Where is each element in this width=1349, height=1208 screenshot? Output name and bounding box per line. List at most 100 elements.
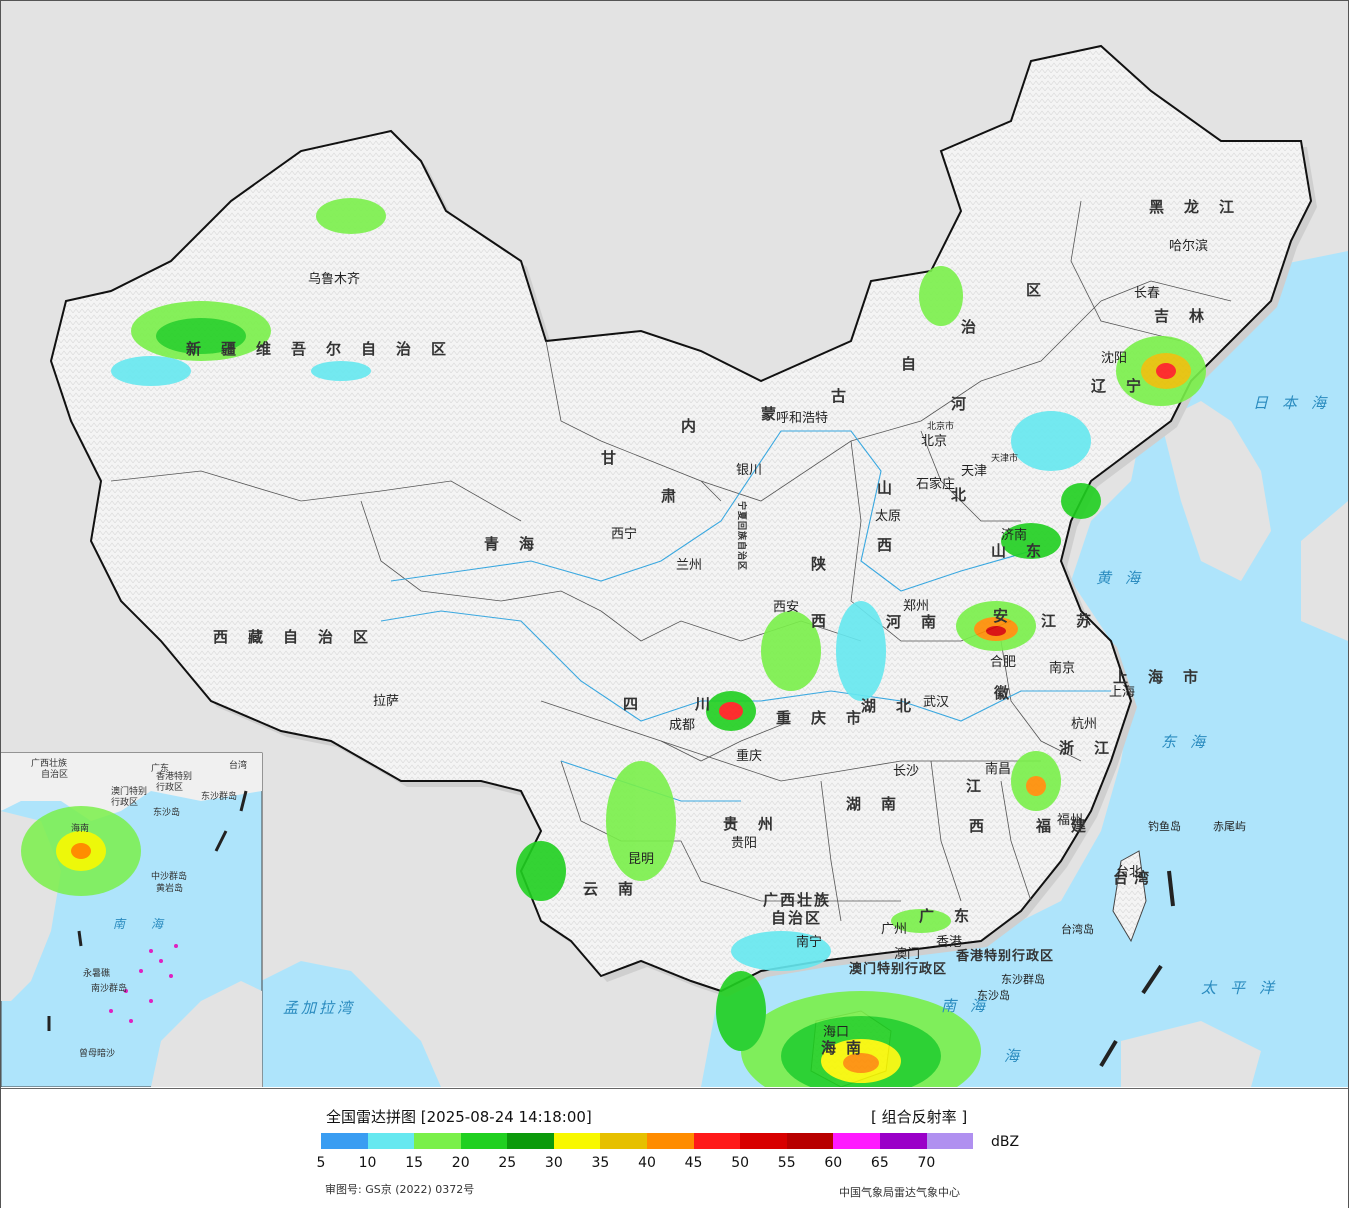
color-swatch	[740, 1133, 787, 1149]
color-scale-tick: 45	[684, 1155, 703, 1171]
city-label: 广州	[881, 922, 907, 937]
region-label: 北	[951, 486, 986, 504]
region-label: 山	[877, 479, 912, 497]
china-map-svg: 新疆维吾尔自治区 西藏自治区 青海 甘 肃 内 蒙 古 自 治 区 黑龙江 吉林…	[1, 1, 1348, 1087]
region-label: 西	[811, 612, 846, 630]
city-label: 上海	[1109, 685, 1135, 700]
color-scale-tick: 55	[777, 1155, 796, 1171]
color-swatch	[460, 1133, 508, 1149]
radar-map: 新疆维吾尔自治区 西藏自治区 青海 甘 肃 内 蒙 古 自 治 区 黑龙江 吉林…	[1, 1, 1348, 1087]
color-swatch	[321, 1133, 368, 1149]
inset-label: 东沙岛	[153, 806, 180, 818]
inset-label: 自治区	[41, 768, 68, 780]
city-label: 西宁	[611, 526, 637, 542]
color-scale-tick: 40	[638, 1155, 656, 1171]
korea-land	[1161, 401, 1271, 581]
city-label: 武汉	[923, 695, 949, 710]
region-label: 西藏自治区	[213, 628, 388, 646]
region-label: 治	[961, 318, 996, 336]
color-scale-ticks: 5 10 15 20 25 30 35 40 45 50 55 60 65 70	[301, 1155, 1001, 1173]
inset-label: 行政区	[156, 781, 183, 793]
region-label: 四	[623, 695, 658, 713]
city-label: 福州	[1057, 813, 1083, 828]
inset-label: 曾母暗沙	[79, 1047, 115, 1059]
city-label: 太原	[875, 509, 901, 524]
region-label: 台湾	[1113, 869, 1155, 887]
region-label: 陕	[811, 555, 846, 573]
region-label: 青海	[484, 535, 554, 553]
map-approval-number: 审图号: GS京 (2022) 0372号	[325, 1183, 475, 1196]
region-label: 安	[993, 607, 1028, 625]
city-label: 长春	[1134, 286, 1160, 301]
city-label: 济南	[1001, 527, 1027, 543]
region-label: 吉林	[1154, 307, 1224, 325]
region-label: 重庆市	[776, 709, 881, 727]
city-label: 沈阳	[1101, 351, 1127, 366]
region-label: 湖北	[861, 697, 931, 715]
region-label: 黑龙江	[1149, 198, 1254, 216]
product-type: [ 组合反射率 ]	[871, 1108, 968, 1126]
inset-label: 中沙群岛	[151, 870, 187, 882]
inset-label: 永暑礁	[83, 967, 110, 979]
sea-label: 孟加拉湾	[283, 999, 355, 1017]
taiwan-island	[1112, 850, 1147, 943]
color-swatch	[693, 1133, 741, 1149]
japan-land	[1301, 501, 1348, 641]
sea-label: 东海	[1161, 733, 1219, 751]
region-label: 浙江	[1059, 739, 1129, 757]
inset-label: 南	[113, 917, 135, 931]
bay-of-bengal	[261, 961, 441, 1087]
region-label: 区	[1026, 281, 1061, 299]
region-label: 广东	[919, 907, 989, 925]
color-swatch	[647, 1133, 694, 1149]
region-label: 广西壮族	[763, 891, 831, 909]
color-swatch	[600, 1133, 648, 1149]
inset-label: 行政区	[111, 796, 138, 808]
region-label: 自治区	[771, 909, 822, 927]
color-scale-tick: 20	[451, 1155, 470, 1171]
city-label: 西安	[773, 600, 799, 615]
city-label: 海口	[823, 1025, 849, 1040]
city-label: 兰州	[676, 558, 702, 573]
city-label: 南宁	[796, 934, 822, 950]
color-swatch	[879, 1133, 927, 1149]
region-label: 山东	[991, 542, 1061, 560]
color-scale-tick: 25	[498, 1155, 517, 1171]
sea-label: 南海	[941, 997, 999, 1015]
south-china-sea-inset: 广西壮族 自治区 广东 台湾 香港特别 行政区 澳门特别 行政区 东沙群岛 东沙…	[1, 752, 263, 1087]
region-label: 肃	[661, 487, 696, 505]
city-label: 天津	[961, 464, 987, 479]
inset-label: 东沙群岛	[201, 790, 237, 802]
city-label: 赤尾屿	[1213, 820, 1246, 833]
province-boundaries	[110, 200, 1232, 922]
city-label: 南昌	[985, 761, 1011, 777]
region-label: 宁夏回族自治区	[736, 501, 748, 571]
sea-label: 海	[1004, 1047, 1033, 1065]
city-labels: 乌鲁木齐 拉萨 西宁 兰州 银川 呼和浩特 北京 北京市 天津 天津市 石家庄 …	[308, 238, 1246, 1040]
region-label: 蒙	[761, 405, 796, 423]
region-label: 海南	[821, 1039, 871, 1057]
city-label: 长沙	[893, 764, 919, 779]
region-label: 徽	[993, 684, 1029, 702]
city-label: 重庆	[736, 748, 762, 764]
region-label: 西	[969, 817, 1004, 835]
color-scale-tick: 5	[316, 1155, 326, 1171]
region-label: 福建	[1035, 817, 1106, 835]
city-label: 杭州	[1071, 717, 1097, 732]
inset-label: 南沙群岛	[91, 982, 127, 994]
radar-echoes	[111, 198, 1206, 1087]
region-label: 澳门特别行政区	[849, 961, 947, 977]
city-label: 北京市	[927, 420, 954, 432]
legend-panel: 全国雷达拼图 [2025-08-24 14:18:00] [ 组合反射率 ] d…	[1, 1088, 1348, 1208]
color-swatch	[926, 1133, 974, 1149]
color-swatch	[786, 1133, 834, 1149]
inset-label: 海	[151, 917, 173, 931]
city-label: 呼和浩特	[776, 411, 828, 426]
nine-dash-line	[1099, 870, 1175, 1068]
city-label: 南京	[1049, 660, 1075, 676]
city-label: 东沙岛	[977, 988, 1010, 1002]
region-label: 甘	[601, 449, 636, 467]
region-label: 川	[694, 695, 730, 713]
region-label: 贵州	[723, 815, 793, 833]
unit-label: dBZ	[991, 1134, 1020, 1150]
